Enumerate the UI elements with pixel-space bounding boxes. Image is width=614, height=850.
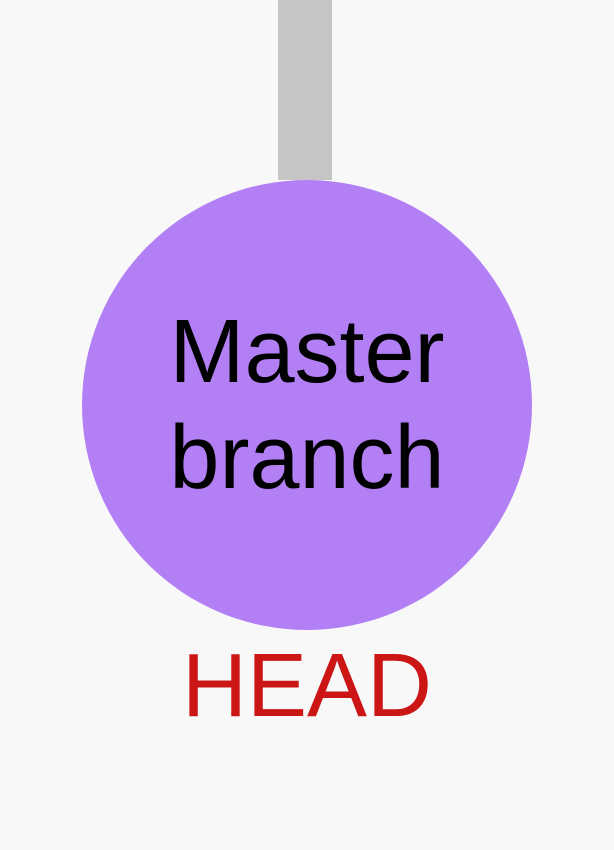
master-branch-commit-node: Master branch <box>82 180 532 630</box>
head-pointer-label: HEAD <box>181 636 433 736</box>
commit-node-label: Master branch <box>169 302 445 508</box>
branch-connector-line <box>278 0 332 180</box>
